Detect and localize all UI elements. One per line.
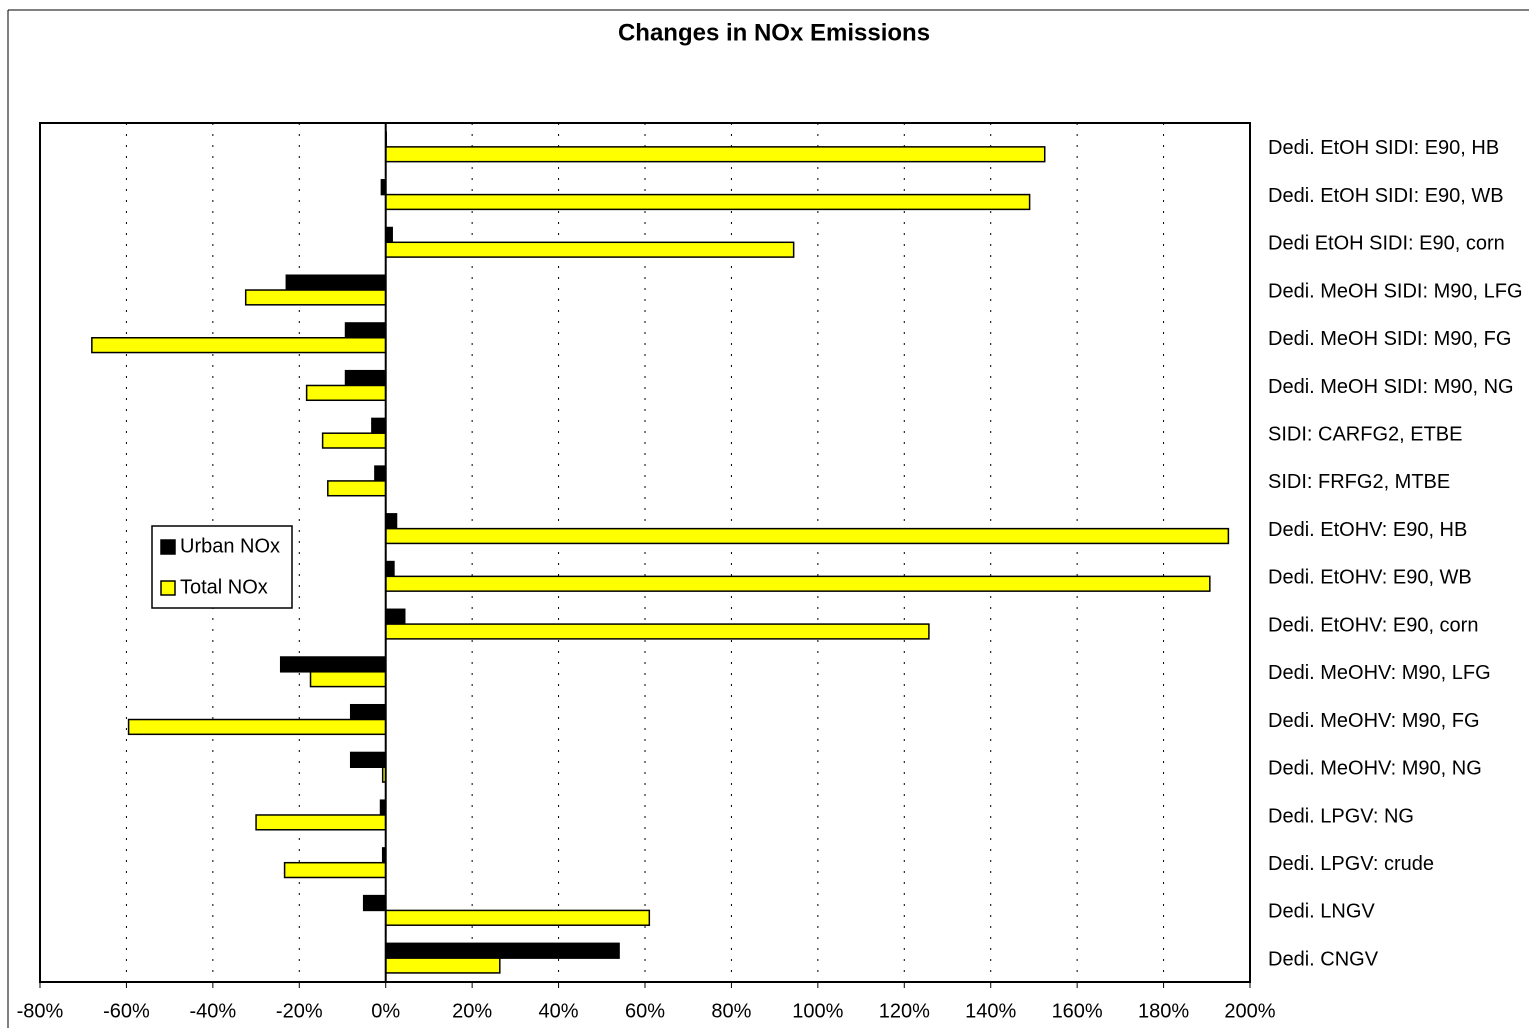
bar xyxy=(384,909,651,926)
bar xyxy=(362,894,387,912)
bar xyxy=(349,751,387,769)
bar xyxy=(384,623,930,640)
category-label: Dedi. CNGV xyxy=(1268,948,1379,970)
x-tick-label: 40% xyxy=(539,1000,579,1022)
x-tick-label: 140% xyxy=(965,1000,1016,1022)
category-label: Dedi. MeOH SIDI: M90, NG xyxy=(1268,376,1514,398)
x-tick-label: 60% xyxy=(625,1000,665,1022)
category-label: Dedi. EtOHV: E90, corn xyxy=(1268,614,1478,636)
x-tick-label: 0% xyxy=(371,1000,400,1022)
x-tick-label: 200% xyxy=(1224,1000,1275,1022)
bar xyxy=(305,384,387,402)
chart-title: Changes in NOx Emissions xyxy=(618,19,930,46)
bar xyxy=(309,671,387,688)
bar xyxy=(384,575,1211,592)
x-tick-label: -80% xyxy=(17,1000,64,1022)
category-label: Dedi. EtOHV: E90, HB xyxy=(1268,519,1467,541)
category-label: SIDI: CARFG2, ETBE xyxy=(1268,423,1462,445)
bar xyxy=(285,274,387,291)
category-label: SIDI: FRFG2, MTBE xyxy=(1268,471,1450,493)
legend-swatch xyxy=(160,580,176,596)
x-tick-label: 80% xyxy=(711,1000,751,1022)
x-tick-label: 160% xyxy=(1052,1000,1103,1022)
bar xyxy=(279,656,387,673)
category-label: Dedi. LNGV xyxy=(1268,901,1375,923)
category-label: Dedi. EtOH SIDI: E90, HB xyxy=(1268,137,1499,159)
category-label: Dedi. MeOHV: M90, FG xyxy=(1268,710,1480,732)
bar xyxy=(327,480,387,497)
x-tick-label: -40% xyxy=(190,1000,237,1022)
x-tick-label: 100% xyxy=(792,1000,843,1022)
bar xyxy=(344,369,387,387)
x-tick-label: -60% xyxy=(103,1000,150,1022)
bar xyxy=(384,942,620,959)
category-label: Dedi. LPGV: crude xyxy=(1268,853,1434,875)
bar xyxy=(384,146,1046,163)
legend-label: Urban NOx xyxy=(180,535,280,557)
bar xyxy=(384,957,501,974)
bar xyxy=(384,608,406,625)
bar xyxy=(371,417,387,434)
bar xyxy=(374,465,387,482)
x-tick-label: 180% xyxy=(1138,1000,1189,1022)
category-label: Dedi. MeOH SIDI: M90, FG xyxy=(1268,328,1511,350)
category-label: Dedi. EtOHV: E90, WB xyxy=(1268,567,1472,589)
bar xyxy=(244,289,387,306)
bar xyxy=(384,193,1031,211)
bar xyxy=(344,322,387,339)
legend-swatch xyxy=(160,539,176,555)
x-tick-label: -20% xyxy=(276,1000,323,1022)
bar xyxy=(321,432,387,449)
x-tick-label: 20% xyxy=(452,1000,492,1022)
category-label: Dedi. EtOH SIDI: E90, WB xyxy=(1268,185,1504,207)
bar xyxy=(127,718,387,736)
x-tick-label: 120% xyxy=(879,1000,930,1022)
category-label: Dedi. LPGV: NG xyxy=(1268,805,1414,827)
bar xyxy=(349,703,387,721)
bar xyxy=(91,337,387,354)
bar xyxy=(384,241,795,258)
bar xyxy=(283,861,387,879)
bar xyxy=(384,560,395,578)
category-label: Dedi. MeOHV: M90, LFG xyxy=(1268,662,1491,684)
legend-label: Total NOx xyxy=(180,576,268,598)
bar xyxy=(384,527,1230,545)
category-label: Dedi EtOH SIDI: E90, corn xyxy=(1268,233,1505,255)
bar xyxy=(255,814,387,831)
bar xyxy=(384,513,398,530)
category-label: Dedi. MeOH SIDI: M90, LFG xyxy=(1268,280,1523,302)
category-label: Dedi. MeOHV: M90, NG xyxy=(1268,758,1482,780)
